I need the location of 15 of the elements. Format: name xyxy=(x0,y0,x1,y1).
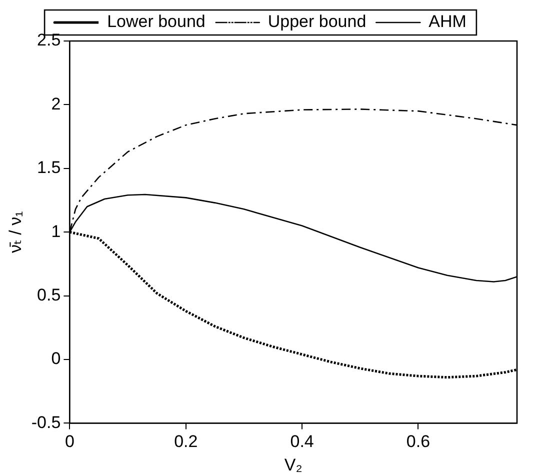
y-axis-title: ν̄ₜ / ν₁ xyxy=(6,210,25,254)
y-tick-label: 1.5 xyxy=(37,158,61,178)
x-tick-label: 0.4 xyxy=(290,432,314,452)
x-tick-label: 0 xyxy=(64,432,74,452)
y-tick-label: 0 xyxy=(51,349,61,368)
y-tick-label: -0.5 xyxy=(31,412,61,432)
legend-label: AHM xyxy=(428,12,466,32)
x-tick-label: 0.6 xyxy=(406,432,430,452)
y-tick-label: 0.5 xyxy=(37,285,61,304)
x-axis-title: V₂ xyxy=(284,455,302,474)
y-tick-label: 2 xyxy=(51,94,61,114)
legend-label: Upper bound xyxy=(268,12,366,32)
x-tick-label: 0.2 xyxy=(174,432,198,452)
y-tick-label: 1 xyxy=(51,222,61,241)
legend-label: Lower bound xyxy=(107,12,206,32)
